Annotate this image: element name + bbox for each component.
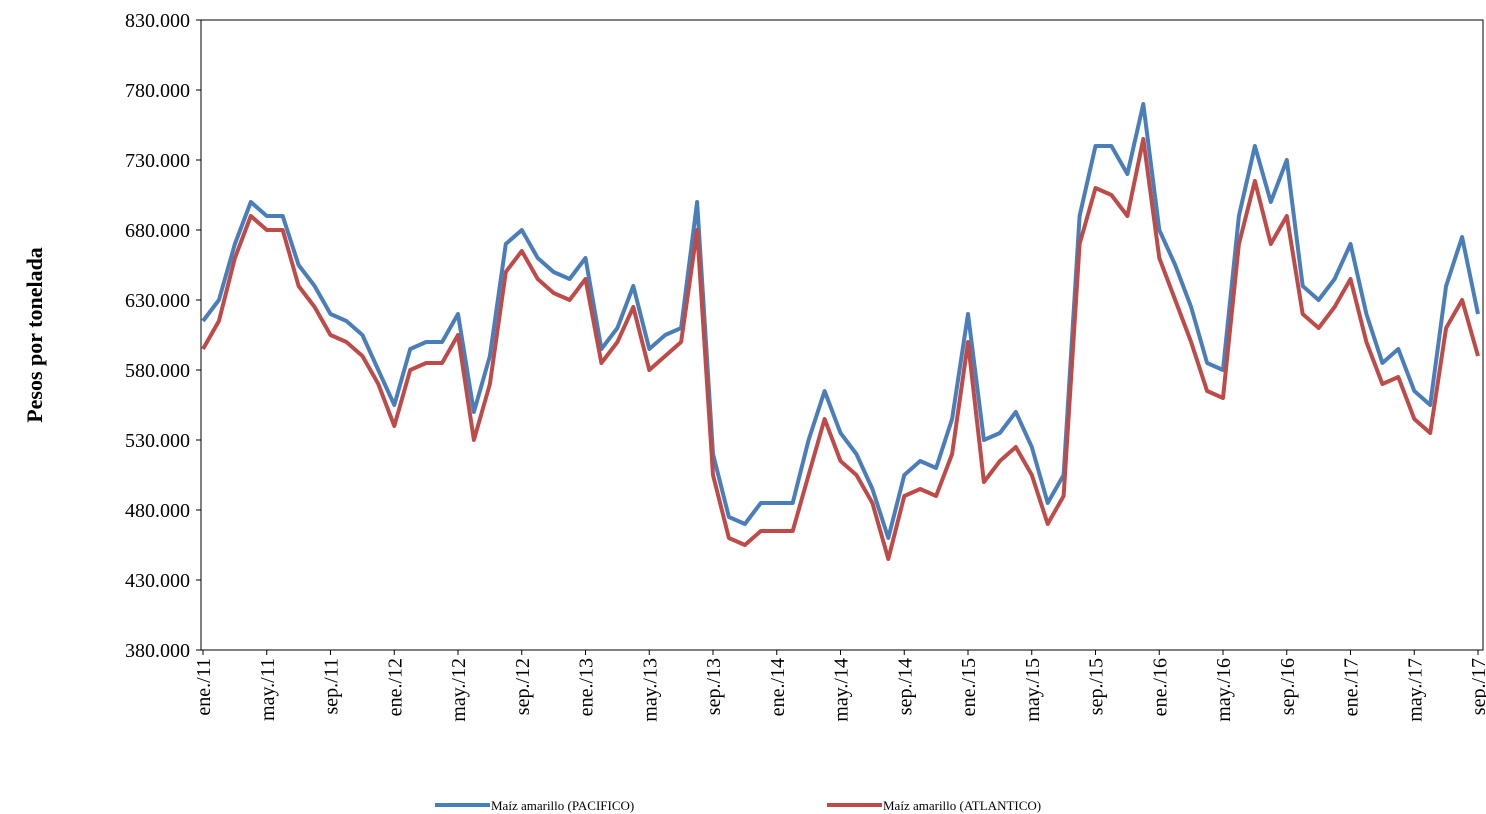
x-tick-label: sep./12 (512, 658, 534, 715)
x-tick-label: may./11 (257, 658, 279, 721)
x-tick-label: may./17 (1404, 658, 1426, 722)
y-tick-label: 780.000 (125, 80, 190, 102)
x-tick-label: sep./15 (1086, 658, 1108, 715)
y-tick-label: 730.000 (125, 150, 190, 172)
x-tick-label: ene./12 (384, 658, 406, 716)
y-tick-label: 380.000 (125, 640, 190, 662)
x-tick-label: ene./11 (193, 658, 215, 716)
x-tick-label: ene./17 (1341, 658, 1363, 716)
x-tick-label: sep./14 (894, 658, 916, 715)
y-tick-label: 530.000 (125, 430, 190, 452)
y-tick-label: 630.000 (125, 290, 190, 312)
x-tick-label: may./15 (1022, 658, 1044, 722)
y-tick-label: 430.000 (125, 570, 190, 592)
x-tick-label: sep./11 (321, 658, 343, 714)
series-line (201, 137, 1480, 561)
y-tick-label: 480.000 (125, 500, 190, 522)
y-axis-title: Pesos por tonelada (22, 247, 47, 423)
x-tick-label: ene./15 (958, 658, 980, 716)
y-tick-label: 580.000 (125, 360, 190, 382)
plot-frame (200, 19, 1484, 651)
y-tick-label: 830.000 (125, 10, 190, 32)
x-tick-label: may./14 (831, 658, 853, 722)
series-line (201, 102, 1480, 540)
legend-label: Maíz amarillo (ATLANTICO) (883, 798, 1041, 813)
legend-label: Maíz amarillo (PACIFICO) (491, 798, 634, 813)
x-tick-label: sep./16 (1277, 658, 1299, 715)
x-tick-label: ene./13 (576, 658, 598, 716)
x-tick-label: ene./14 (767, 658, 789, 716)
x-tick-label: may./16 (1213, 658, 1235, 722)
y-tick-label: 680.000 (125, 220, 190, 242)
x-tick-label: may./13 (639, 658, 661, 722)
x-tick-label: ene./16 (1149, 658, 1171, 716)
x-tick-label: sep./17 (1468, 658, 1486, 715)
x-tick-label: may./12 (448, 658, 470, 722)
x-tick-label: sep./13 (703, 658, 725, 715)
